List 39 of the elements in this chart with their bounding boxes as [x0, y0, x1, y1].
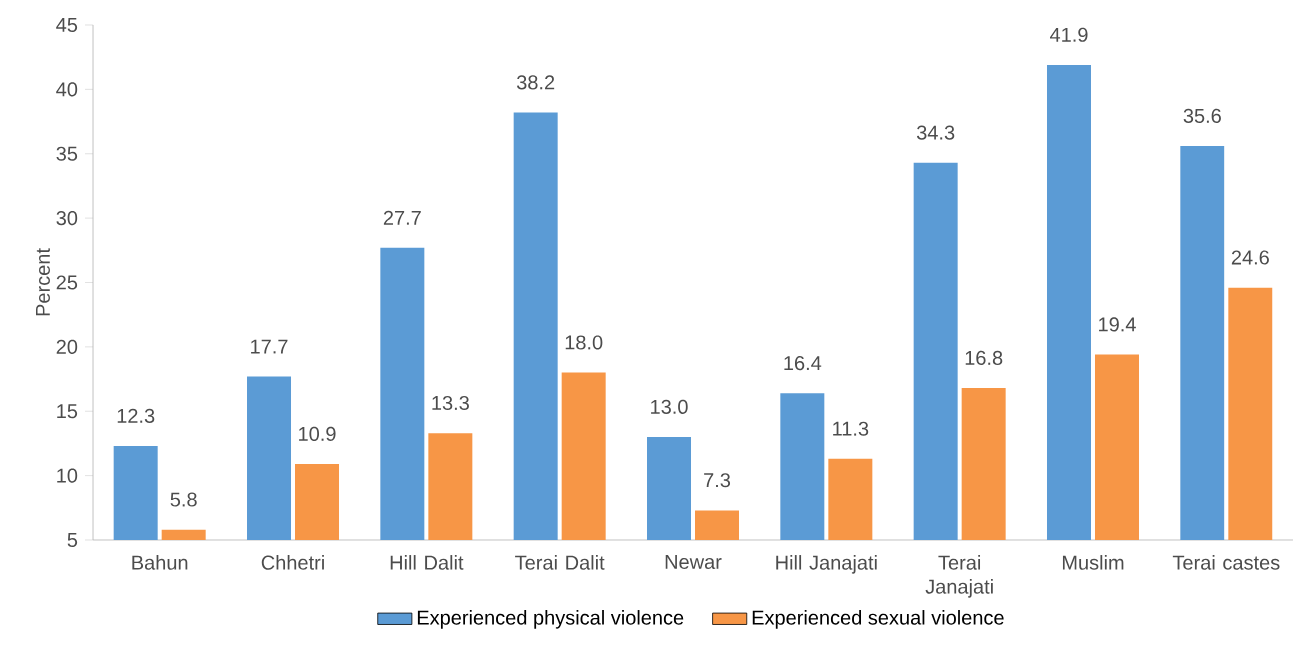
data-label: 10.9 [299, 426, 336, 441]
x-tick-label: Chhetri [261, 555, 324, 570]
data-label: 11.3 [833, 421, 869, 436]
y-tick-label: 30 [56, 211, 78, 226]
x-tick-label: Terai Dalit [515, 555, 605, 570]
y-tick-label: 15 [57, 404, 78, 419]
data-label: 17.7 [251, 339, 288, 354]
data-label: 35.6 [1183, 108, 1221, 123]
x-tick-label: Terai Janajati [925, 555, 993, 598]
y-tick-label: 25 [56, 275, 78, 290]
y-axis-title: Percent [36, 248, 50, 316]
y-tick-label: 10 [57, 468, 78, 483]
data-label: 19.4 [1099, 317, 1136, 332]
y-tick-label: 35 [56, 146, 78, 161]
y-tick-label: 40 [56, 82, 78, 97]
data-label: 12.3 [117, 408, 155, 423]
data-label: 16.8 [965, 350, 1003, 365]
y-tick-label: 45 [56, 18, 78, 32]
legend-label: Experienced physical violence [417, 610, 684, 629]
x-tick-label: Hill Dalit [390, 555, 464, 570]
data-label: 24.6 [1231, 250, 1269, 265]
y-tick-label: 20 [56, 339, 78, 354]
data-label: 13.0 [651, 399, 688, 414]
data-label: 41.9 [1050, 27, 1088, 42]
x-tick-label: Muslim [1062, 555, 1124, 570]
data-label: 38.2 [516, 75, 555, 90]
data-label: 27.7 [383, 210, 421, 225]
x-tick-label: Hill Janajati [776, 555, 877, 574]
data-label: 34.3 [916, 125, 955, 140]
y-tick-label: 5 [67, 533, 78, 547]
legend-label: Experienced sexual violence [752, 610, 1004, 629]
data-label: 13.3 [432, 395, 469, 411]
x-tick-label: Newar [665, 555, 722, 569]
data-label: 5.8 [170, 492, 197, 507]
x-tick-label: Bahun [132, 555, 188, 570]
data-label: 7.3 [704, 473, 731, 488]
data-label: 18.0 [565, 335, 603, 350]
x-tick-label: Terai castes [1172, 555, 1280, 570]
data-label: 16.4 [784, 355, 822, 371]
